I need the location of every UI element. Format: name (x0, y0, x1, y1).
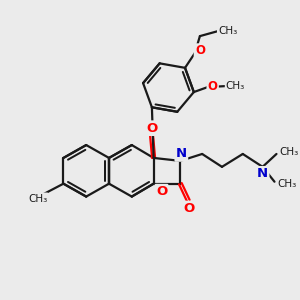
Text: CH₃: CH₃ (218, 26, 237, 36)
Text: O: O (208, 80, 218, 93)
Text: CH₃: CH₃ (28, 194, 47, 204)
Text: N: N (257, 167, 268, 180)
Text: O: O (146, 122, 157, 135)
Text: CH₃: CH₃ (278, 179, 297, 189)
Text: CH₃: CH₃ (226, 81, 245, 91)
Text: O: O (156, 185, 167, 198)
Text: O: O (184, 202, 195, 215)
Text: CH₃: CH₃ (280, 147, 299, 157)
Text: N: N (176, 148, 187, 160)
Text: O: O (195, 44, 205, 58)
